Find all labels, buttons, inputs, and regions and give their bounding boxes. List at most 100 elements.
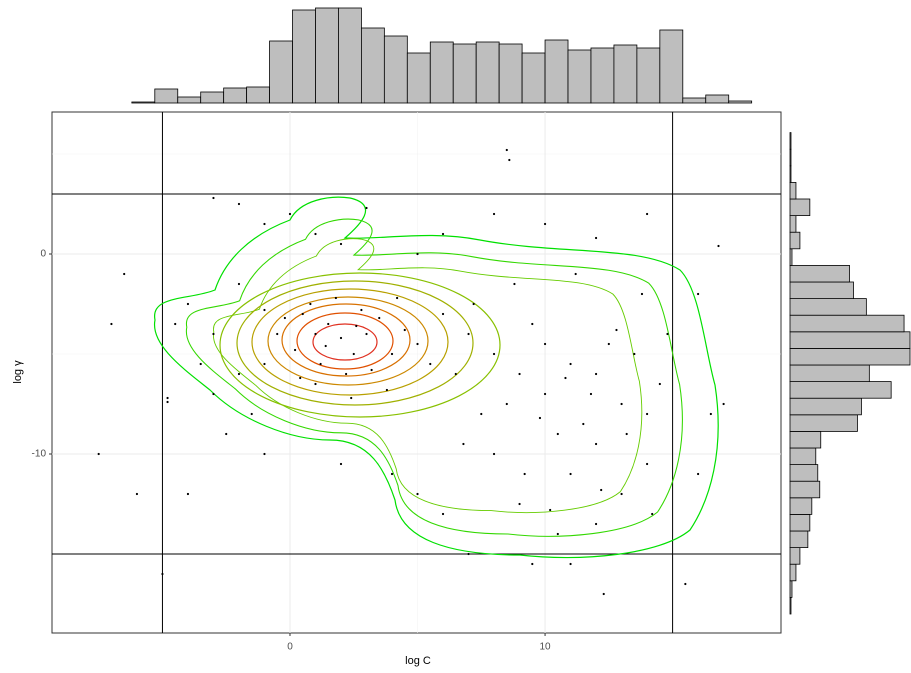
histogram-bar (544, 39, 569, 104)
point (531, 322, 534, 326)
histogram-bar (789, 480, 821, 499)
point (492, 452, 496, 456)
point (441, 232, 445, 236)
point (640, 292, 644, 296)
point (390, 352, 394, 356)
point (166, 400, 169, 404)
point (319, 362, 322, 366)
histogram-bar (728, 100, 753, 104)
histogram-bar (223, 87, 248, 104)
histogram-bar (177, 96, 202, 104)
point (717, 244, 720, 248)
contour (267, 296, 429, 386)
point (263, 452, 266, 456)
point (324, 344, 327, 348)
point (645, 212, 649, 216)
point (513, 282, 516, 286)
histogram-bar (659, 29, 684, 104)
point (508, 158, 511, 162)
point (697, 472, 700, 476)
histogram-bar (131, 101, 156, 104)
point (633, 352, 636, 356)
point (505, 148, 508, 152)
point (212, 392, 215, 396)
point (569, 472, 572, 476)
point (549, 508, 552, 512)
histogram-bar (789, 414, 858, 432)
histogram-bar (789, 430, 822, 449)
point (594, 442, 598, 446)
point (594, 236, 598, 240)
point (492, 212, 496, 216)
histogram-bar (789, 331, 911, 349)
point (365, 332, 368, 336)
point (293, 348, 297, 352)
point (390, 472, 394, 476)
point (237, 372, 241, 376)
histogram-bar (789, 347, 911, 366)
contour (251, 288, 449, 396)
point (602, 592, 605, 596)
histogram-bar (682, 97, 707, 104)
point (309, 302, 312, 306)
point (339, 336, 343, 340)
point (441, 312, 445, 316)
histogram-bar (705, 94, 730, 104)
histogram-bar (789, 447, 817, 466)
point (199, 362, 202, 366)
point (645, 462, 649, 466)
histogram-bar (789, 364, 870, 383)
point (480, 412, 483, 416)
point (174, 322, 177, 326)
x-tick-label: 0 (287, 642, 293, 653)
histogram-bar (789, 464, 819, 482)
histogram-bar (789, 397, 862, 416)
point (505, 402, 508, 406)
point (299, 376, 302, 380)
point (684, 582, 687, 586)
histogram-bar (361, 27, 385, 104)
histogram-bar (383, 35, 408, 104)
point (370, 368, 373, 372)
point (396, 296, 399, 300)
contour (312, 323, 378, 361)
histogram-bar (789, 231, 801, 250)
point (722, 402, 725, 406)
contour (219, 272, 501, 418)
point (589, 392, 593, 396)
histogram-bar (475, 41, 500, 104)
point (263, 308, 266, 312)
histogram-bar (789, 381, 892, 399)
point (416, 252, 419, 256)
point (276, 332, 279, 336)
point (651, 512, 654, 516)
contour (236, 280, 474, 406)
point (556, 532, 559, 536)
histogram-bar (269, 40, 293, 104)
histogram-bar (789, 563, 797, 582)
histogram-bar (154, 88, 179, 104)
histogram-bar (789, 264, 850, 283)
point (582, 422, 585, 426)
point (110, 322, 113, 326)
histogram-bar (789, 215, 797, 233)
point (416, 342, 419, 346)
histogram-bar (521, 52, 546, 104)
point (607, 342, 610, 346)
point (569, 562, 572, 566)
point (212, 196, 215, 200)
point (339, 462, 343, 466)
point (161, 572, 164, 576)
point (543, 222, 547, 226)
contour (281, 303, 411, 377)
point (263, 222, 266, 226)
contours (153, 196, 719, 559)
point (350, 396, 353, 400)
histogram-bar (789, 198, 811, 217)
y-tick-label: -10 (32, 449, 47, 460)
point (416, 492, 419, 496)
point (472, 302, 475, 306)
point (166, 396, 169, 400)
point (135, 492, 139, 496)
